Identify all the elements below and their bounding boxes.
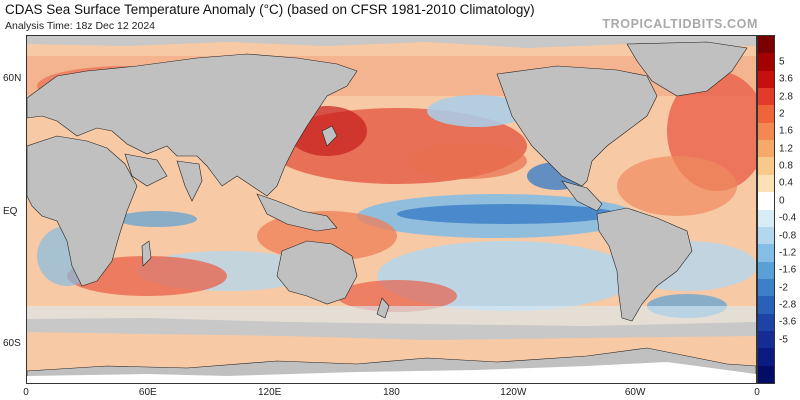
colorbar-segment xyxy=(758,192,774,210)
colorbar-segment xyxy=(758,36,774,54)
lon-label: 120E xyxy=(257,387,282,398)
sst-anomaly-map xyxy=(26,35,757,384)
colorbar-tick-label: 3.6 xyxy=(779,73,793,85)
colorbar-tick-label: -1.6 xyxy=(779,264,797,276)
colorbar-tick-label: 0.4 xyxy=(779,177,793,189)
colorbar-tick-label: 0 xyxy=(779,195,785,207)
colorbar-segment xyxy=(758,313,774,332)
colorbar-tick-label: -1.2 xyxy=(779,247,797,259)
lon-label: 120W xyxy=(500,387,527,398)
colorbar-segment xyxy=(758,88,774,106)
colorbar-segment xyxy=(758,244,774,263)
colorbar-tick-label: 2.8 xyxy=(779,91,793,103)
colorbar-segment xyxy=(758,365,774,384)
colorbar-segment xyxy=(758,330,774,349)
colorbar-segment xyxy=(758,261,774,280)
colorbar-tick-label: 1.6 xyxy=(779,125,793,137)
colorbar-segment xyxy=(758,53,774,72)
analysis-time: Analysis Time: 18z Dec 12 2024 xyxy=(5,20,155,32)
colorbar-segment xyxy=(758,157,774,176)
colorbar-segment xyxy=(758,174,774,193)
lon-label: 60E xyxy=(138,387,157,398)
map-title: CDAS Sea Surface Temperature Anomaly (°C… xyxy=(5,2,535,17)
lon-label: 0 xyxy=(23,387,29,398)
map-canvas xyxy=(27,36,756,383)
colorbar-tick-label: -5 xyxy=(779,334,788,346)
sea-ice xyxy=(27,36,756,340)
colorbar-segment xyxy=(758,209,774,228)
colorbar xyxy=(757,35,775,384)
lon-label: 60W xyxy=(624,387,646,398)
lon-label: 0 xyxy=(754,387,760,398)
colorbar-tick-label: -2.8 xyxy=(779,299,797,311)
colorbar-tick-label: 2 xyxy=(779,108,785,120)
colorbar-segment xyxy=(758,296,774,315)
land xyxy=(27,41,756,383)
colorbar-tick-label: -0.8 xyxy=(779,230,797,242)
colorbar-segment xyxy=(758,140,774,158)
colorbar-tick-label: -0.4 xyxy=(779,212,797,224)
lat-label: 60N xyxy=(3,73,22,85)
colorbar-tick-label: -3.6 xyxy=(779,316,797,328)
colorbar-tick-label: 0.8 xyxy=(779,160,793,172)
brand-watermark: TROPICALTIDBITS.COM xyxy=(602,17,758,31)
colorbar-tick-label: 5 xyxy=(779,56,785,68)
colorbar-tick-label: 1.2 xyxy=(779,143,793,155)
colorbar-segment xyxy=(758,226,774,245)
lon-label: 180 xyxy=(383,387,400,398)
colorbar-tick-label: -2 xyxy=(779,282,788,294)
colorbar-segment xyxy=(758,105,774,124)
antarctic-shelf xyxy=(27,362,756,383)
colorbar-segment xyxy=(758,122,774,141)
colorbar-segment xyxy=(758,348,774,367)
lat-label: EQ xyxy=(3,205,18,217)
colorbar-segment xyxy=(758,70,774,89)
colorbar-segment xyxy=(758,278,774,297)
lat-label: 60S xyxy=(3,338,21,350)
